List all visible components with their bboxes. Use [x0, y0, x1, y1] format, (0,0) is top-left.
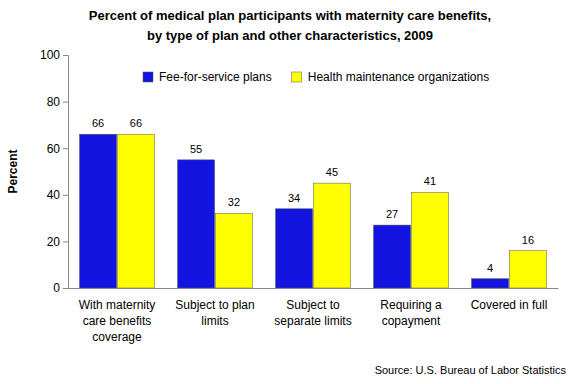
y-tick-mark	[63, 195, 68, 196]
data-label: 27	[386, 208, 398, 220]
legend-item: Fee-for-service plans	[143, 70, 272, 84]
y-tick-mark	[63, 102, 68, 103]
bar	[411, 192, 448, 288]
bar	[472, 279, 509, 288]
legend-label: Health maintenance organizations	[308, 70, 489, 84]
y-axis-line	[63, 56, 69, 289]
legend-label: Fee-for-service plans	[159, 70, 272, 84]
chart: Percent of medical plan participants wit…	[0, 0, 580, 384]
x-tick-label: Requiring a copayment	[380, 298, 442, 328]
bars	[80, 134, 547, 288]
x-tick-label-line: Subject to	[286, 298, 340, 312]
y-tick: 20	[47, 235, 68, 249]
x-tick-label: Subject to separate limits	[274, 298, 351, 328]
x-tick-label-line: coverage	[92, 330, 142, 344]
x-axis: With maternity care benefits coverage Subje…	[69, 288, 559, 344]
x-tick-label-line: limits	[201, 314, 228, 328]
data-label: 32	[228, 196, 240, 208]
y-tick-label: 0	[53, 281, 60, 295]
bar	[374, 225, 411, 288]
bar	[178, 160, 215, 288]
y-tick: 40	[47, 188, 68, 202]
x-tick: Covered in full	[471, 288, 548, 312]
data-label: 66	[92, 117, 104, 129]
bar	[509, 251, 546, 288]
y-tick-label: 20	[47, 235, 61, 249]
y-tick-label: 100	[40, 48, 60, 62]
y-tick: 80	[47, 95, 68, 109]
x-axis-line	[69, 288, 559, 289]
plot: 66 55 34 27 4 66 32 45 41 16 0 20 40 60 80 100 With mate…	[40, 48, 559, 343]
y-tick-label: 80	[47, 95, 61, 109]
data-label: 55	[190, 143, 202, 155]
x-tick-label: Covered in full	[471, 298, 548, 312]
bar	[80, 134, 117, 288]
x-tick: Requiring a copayment	[380, 288, 442, 328]
legend-item: Health maintenance organizations	[292, 70, 489, 84]
y-tick: 0	[53, 281, 68, 295]
y-tick-label: 60	[47, 142, 61, 156]
x-tick-label-line: Subject to plan	[175, 298, 254, 312]
y-tick-mark	[63, 55, 68, 56]
data-labels: 66 55 34 27 4 66 32 45 41 16	[92, 117, 534, 273]
bar	[215, 213, 252, 288]
bar	[313, 183, 350, 288]
y-tick-label: 40	[47, 188, 61, 202]
legend-swatch	[292, 72, 302, 82]
data-label: 41	[424, 175, 436, 187]
x-tick-label-line: copayment	[382, 314, 441, 328]
x-tick-label-line: With maternity	[79, 298, 156, 312]
source: Source: U.S. Bureau of Labor Statistics	[375, 364, 567, 376]
y-tick-mark	[63, 241, 68, 242]
y-tick: 60	[47, 142, 68, 156]
x-tick-label: Subject to plan limits	[175, 298, 254, 328]
x-tick-label-line: Requiring a	[380, 298, 442, 312]
x-tick: Subject to plan limits	[175, 288, 254, 328]
data-label: 34	[288, 192, 300, 204]
y-axis: 0 20 40 60 80 100	[40, 48, 69, 295]
x-tick-label-line: care benefits	[83, 314, 152, 328]
data-label: 45	[326, 166, 338, 178]
y-tick-mark	[63, 148, 68, 149]
y-tick-mark	[63, 288, 68, 289]
x-tick-label: With maternity care benefits coverage	[79, 298, 156, 344]
bar	[276, 209, 313, 288]
x-tick: Subject to separate limits	[274, 288, 351, 328]
y-tick: 100	[40, 48, 68, 62]
legend-swatch	[143, 72, 153, 82]
y-axis-title: Percent	[6, 149, 20, 193]
legend: Fee-for-service plans Health maintenance …	[143, 70, 489, 84]
bar	[117, 134, 154, 288]
x-tick-label-line: separate limits	[274, 314, 351, 328]
data-label: 66	[130, 117, 142, 129]
x-tick: With maternity care benefits coverage	[79, 288, 156, 344]
data-label: 4	[487, 262, 493, 274]
data-label: 16	[522, 234, 534, 246]
title: by type of plan and other characteristic…	[147, 28, 433, 43]
title: Percent of medical plan participants wit…	[89, 8, 491, 23]
x-tick-label-line: Covered in full	[471, 298, 548, 312]
